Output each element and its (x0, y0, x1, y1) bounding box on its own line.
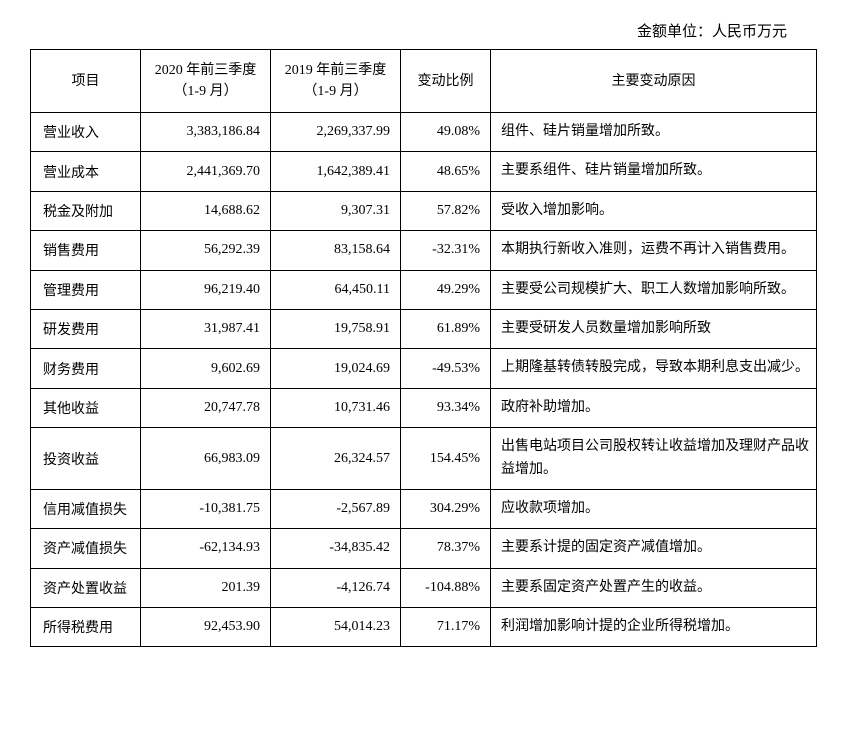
cell-pct: 49.08% (401, 113, 491, 152)
cell-2020: 31,987.41 (141, 309, 271, 348)
cell-2019: 2,269,337.99 (271, 113, 401, 152)
cell-item: 资产处置收益 (31, 568, 141, 607)
cell-2020: -62,134.93 (141, 529, 271, 568)
cell-reason: 主要系固定资产处置产生的收益。 (491, 568, 817, 607)
cell-reason: 受收入增加影响。 (491, 191, 817, 230)
cell-2020: 20,747.78 (141, 388, 271, 427)
financial-table: 项目 2020 年前三季度（1-9 月） 2019 年前三季度（1-9 月） 变… (30, 49, 817, 647)
cell-reason: 主要系计提的固定资产减值增加。 (491, 529, 817, 568)
cell-pct: 78.37% (401, 529, 491, 568)
cell-reason: 政府补助增加。 (491, 388, 817, 427)
cell-2019: 10,731.46 (271, 388, 401, 427)
table-row: 营业收入3,383,186.842,269,337.9949.08%组件、硅片销… (31, 113, 817, 152)
cell-2019: -4,126.74 (271, 568, 401, 607)
cell-item: 管理费用 (31, 270, 141, 309)
cell-item: 营业收入 (31, 113, 141, 152)
table-row: 研发费用31,987.4119,758.9161.89%主要受研发人员数量增加影… (31, 309, 817, 348)
cell-reason: 利润增加影响计提的企业所得税增加。 (491, 608, 817, 647)
table-row: 税金及附加14,688.629,307.3157.82%受收入增加影响。 (31, 191, 817, 230)
cell-item: 研发费用 (31, 309, 141, 348)
cell-2019: -2,567.89 (271, 489, 401, 528)
table-row: 资产减值损失-62,134.93-34,835.4278.37%主要系计提的固定… (31, 529, 817, 568)
header-item: 项目 (31, 50, 141, 113)
table-row: 财务费用9,602.6919,024.69-49.53%上期隆基转债转股完成，导… (31, 349, 817, 388)
cell-2020: 14,688.62 (141, 191, 271, 230)
cell-pct: 61.89% (401, 309, 491, 348)
cell-2020: 201.39 (141, 568, 271, 607)
header-pct: 变动比例 (401, 50, 491, 113)
table-row: 管理费用96,219.4064,450.1149.29%主要受公司规模扩大、职工… (31, 270, 817, 309)
cell-item: 销售费用 (31, 231, 141, 270)
cell-item: 所得税费用 (31, 608, 141, 647)
cell-2019: 54,014.23 (271, 608, 401, 647)
cell-pct: 304.29% (401, 489, 491, 528)
cell-pct: 48.65% (401, 152, 491, 191)
cell-2020: 3,383,186.84 (141, 113, 271, 152)
cell-pct: -49.53% (401, 349, 491, 388)
cell-2019: -34,835.42 (271, 529, 401, 568)
table-row: 投资收益66,983.0926,324.57154.45%出售电站项目公司股权转… (31, 428, 817, 490)
table-row: 资产处置收益201.39-4,126.74-104.88%主要系固定资产处置产生… (31, 568, 817, 607)
header-reason: 主要变动原因 (491, 50, 817, 113)
cell-reason: 本期执行新收入准则，运费不再计入销售费用。 (491, 231, 817, 270)
cell-item: 信用减值损失 (31, 489, 141, 528)
cell-reason: 出售电站项目公司股权转让收益增加及理财产品收益增加。 (491, 428, 817, 490)
cell-item: 投资收益 (31, 428, 141, 490)
cell-reason: 上期隆基转债转股完成，导致本期利息支出减少。 (491, 349, 817, 388)
cell-reason: 主要系组件、硅片销量增加所致。 (491, 152, 817, 191)
cell-2019: 19,024.69 (271, 349, 401, 388)
cell-2020: -10,381.75 (141, 489, 271, 528)
cell-2019: 9,307.31 (271, 191, 401, 230)
cell-2019: 19,758.91 (271, 309, 401, 348)
table-header-row: 项目 2020 年前三季度（1-9 月） 2019 年前三季度（1-9 月） 变… (31, 50, 817, 113)
header-2019: 2019 年前三季度（1-9 月） (271, 50, 401, 113)
cell-reason: 主要受公司规模扩大、职工人数增加影响所致。 (491, 270, 817, 309)
cell-2020: 96,219.40 (141, 270, 271, 309)
cell-pct: 93.34% (401, 388, 491, 427)
cell-2019: 64,450.11 (271, 270, 401, 309)
cell-item: 营业成本 (31, 152, 141, 191)
cell-2020: 9,602.69 (141, 349, 271, 388)
cell-2020: 66,983.09 (141, 428, 271, 490)
table-row: 销售费用56,292.3983,158.64-32.31%本期执行新收入准则，运… (31, 231, 817, 270)
cell-pct: 154.45% (401, 428, 491, 490)
cell-item: 税金及附加 (31, 191, 141, 230)
cell-2019: 26,324.57 (271, 428, 401, 490)
cell-2019: 83,158.64 (271, 231, 401, 270)
cell-reason: 主要受研发人员数量增加影响所致 (491, 309, 817, 348)
header-2020: 2020 年前三季度（1-9 月） (141, 50, 271, 113)
cell-reason: 应收款项增加。 (491, 489, 817, 528)
cell-2020: 92,453.90 (141, 608, 271, 647)
cell-2020: 2,441,369.70 (141, 152, 271, 191)
table-row: 其他收益20,747.7810,731.4693.34%政府补助增加。 (31, 388, 817, 427)
cell-2020: 56,292.39 (141, 231, 271, 270)
cell-pct: 49.29% (401, 270, 491, 309)
table-body: 营业收入3,383,186.842,269,337.9949.08%组件、硅片销… (31, 113, 817, 647)
cell-pct: -104.88% (401, 568, 491, 607)
cell-item: 财务费用 (31, 349, 141, 388)
cell-reason: 组件、硅片销量增加所致。 (491, 113, 817, 152)
cell-pct: -32.31% (401, 231, 491, 270)
unit-label: 金额单位：人民币万元 (30, 20, 817, 41)
cell-pct: 57.82% (401, 191, 491, 230)
table-row: 营业成本2,441,369.701,642,389.4148.65%主要系组件、… (31, 152, 817, 191)
cell-pct: 71.17% (401, 608, 491, 647)
table-row: 信用减值损失-10,381.75-2,567.89304.29%应收款项增加。 (31, 489, 817, 528)
cell-item: 资产减值损失 (31, 529, 141, 568)
table-row: 所得税费用92,453.9054,014.2371.17%利润增加影响计提的企业… (31, 608, 817, 647)
cell-2019: 1,642,389.41 (271, 152, 401, 191)
cell-item: 其他收益 (31, 388, 141, 427)
